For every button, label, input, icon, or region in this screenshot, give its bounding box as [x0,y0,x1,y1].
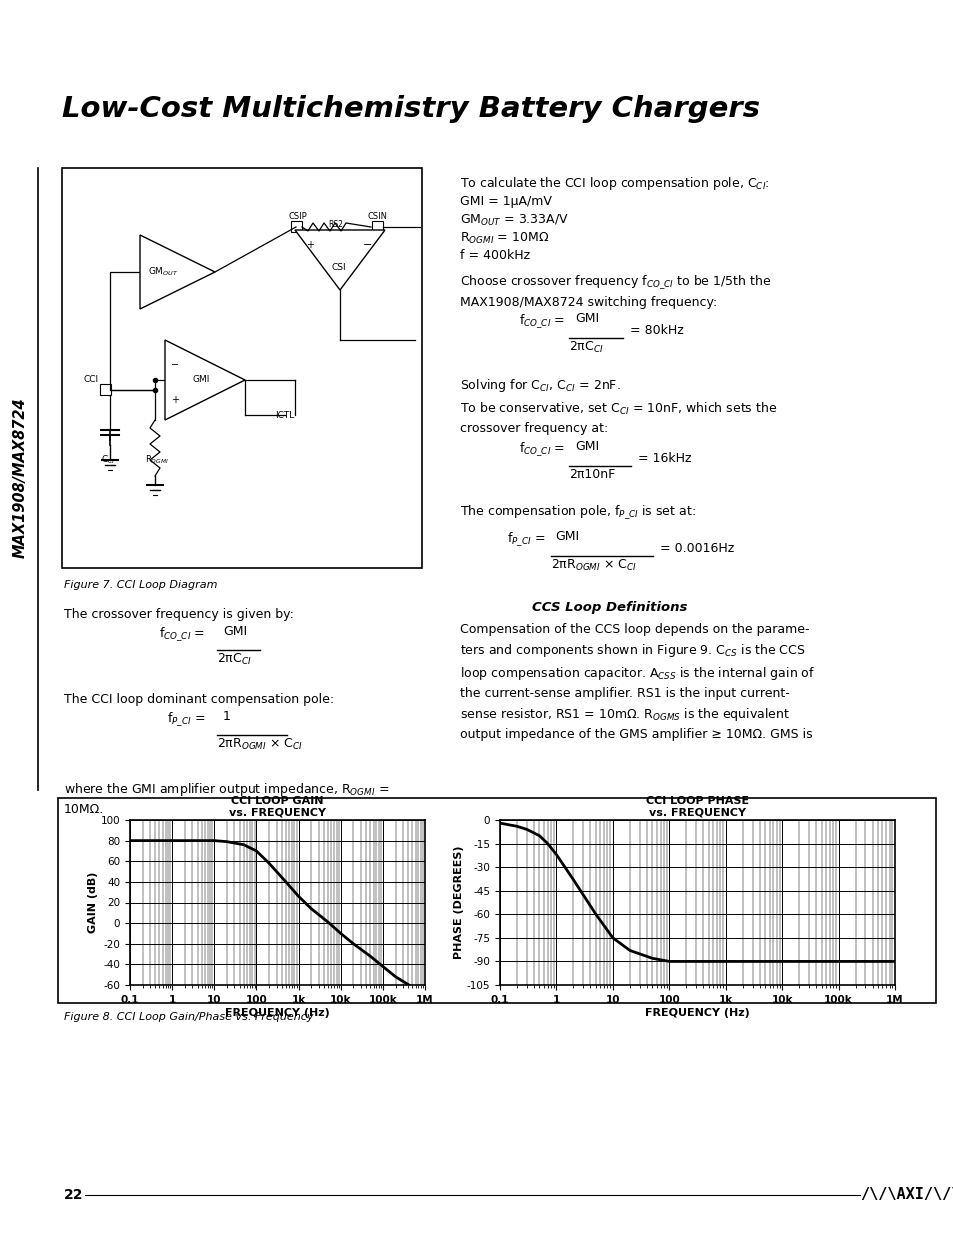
Text: The compensation pole, f$_{P\_CI}$ is set at:: The compensation pole, f$_{P\_CI}$ is se… [459,503,695,521]
Text: R$_{OGMI}$ = 10MΩ: R$_{OGMI}$ = 10MΩ [459,231,549,246]
Bar [291,221,302,232]
Text: /\/\AXI/\/\: /\/\AXI/\/\ [859,1188,953,1203]
Text: GMI: GMI [575,440,598,453]
Text: 2πR$_{OGMI}$ × C$_{CI}$: 2πR$_{OGMI}$ × C$_{CI}$ [551,558,637,573]
Text: GMI: GMI [223,625,247,638]
Text: GM$_{OUT}$ = 3.33A/V: GM$_{OUT}$ = 3.33A/V [459,212,568,228]
Bar [62,168,421,568]
Text: +: + [306,240,314,249]
Text: Figure 8. CCI Loop Gain/Phase vs. Frequency: Figure 8. CCI Loop Gain/Phase vs. Freque… [64,1011,314,1023]
Text: +: + [171,395,179,405]
Text: f$_{CO\_CI}$ =: f$_{CO\_CI}$ = [159,625,205,643]
Text: GM$_{OUT}$: GM$_{OUT}$ [148,266,178,278]
Text: Choose crossover frequency f$_{CO\_CI}$ to be 1/5th the
MAX1908/MAX8724 switchin: Choose crossover frequency f$_{CO\_CI}$ … [459,273,771,309]
X-axis label: FREQUENCY (Hz): FREQUENCY (Hz) [644,1008,749,1018]
Bar [372,221,382,232]
Text: RS2: RS2 [328,220,343,228]
Text: f = 400kHz: f = 400kHz [459,249,530,262]
Text: −: − [171,359,179,370]
Text: The CCI loop dominant compensation pole:: The CCI loop dominant compensation pole: [64,693,334,706]
Text: f$_{P\_CI}$ =: f$_{P\_CI}$ = [167,710,205,727]
Text: GMI = 1μA/mV: GMI = 1μA/mV [459,195,551,207]
Text: f$_{P\_CI}$ =: f$_{P\_CI}$ = [506,530,544,548]
Text: 22: 22 [64,1188,84,1202]
Text: where the GMI amplifier output impedance, R$_{OGMI}$ =
10MΩ.: where the GMI amplifier output impedance… [64,781,389,816]
Title: CCI LOOP GAIN
vs. FREQUENCY: CCI LOOP GAIN vs. FREQUENCY [229,797,326,818]
Text: Solving for C$_{CI}$, C$_{CI}$ = 2nF.: Solving for C$_{CI}$, C$_{CI}$ = 2nF. [459,377,620,394]
Text: f$_{CO\_CI}$ =: f$_{CO\_CI}$ = [518,312,564,330]
Text: 2πR$_{OGMI}$ × C$_{CI}$: 2πR$_{OGMI}$ × C$_{CI}$ [216,737,303,752]
Text: = 0.0016Hz: = 0.0016Hz [659,541,734,555]
Polygon shape [294,230,385,290]
Text: GMI: GMI [555,530,578,543]
Text: ICTL: ICTL [275,410,294,420]
Text: 1: 1 [223,710,231,722]
Text: The crossover frequency is given by:: The crossover frequency is given by: [64,608,294,621]
Text: f$_{CO\_CI}$ =: f$_{CO\_CI}$ = [518,440,564,458]
Bar [100,384,111,395]
Text: = 16kHz: = 16kHz [638,452,691,464]
Text: CSI: CSI [332,263,346,273]
Polygon shape [165,340,245,420]
Text: MAX1908/MAX8724: MAX1908/MAX8724 [12,398,28,558]
Text: −: − [363,240,373,249]
Text: Compensation of the CCS loop depends on the parame-
ters and components shown in: Compensation of the CCS loop depends on … [459,622,815,741]
Text: 2πC$_{CI}$: 2πC$_{CI}$ [216,652,252,667]
Text: CSIN: CSIN [368,212,388,221]
Text: To be conservative, set C$_{CI}$ = 10nF, which sets the
crossover frequency at:: To be conservative, set C$_{CI}$ = 10nF,… [459,401,777,435]
Text: CCI: CCI [83,375,98,384]
Text: C$_{CI}$: C$_{CI}$ [101,453,115,466]
Text: Figure 7. CCI Loop Diagram: Figure 7. CCI Loop Diagram [64,580,217,590]
Text: 2π10nF: 2π10nF [568,468,615,480]
Y-axis label: PHASE (DEGREES): PHASE (DEGREES) [454,846,463,960]
Text: R$_{OGMI}$: R$_{OGMI}$ [145,453,169,466]
Text: To calculate the CCI loop compensation pole, C$_{CI}$:: To calculate the CCI loop compensation p… [459,175,769,191]
Text: 2πC$_{CI}$: 2πC$_{CI}$ [568,340,603,356]
Polygon shape [140,235,214,309]
Y-axis label: GAIN (dB): GAIN (dB) [88,872,98,934]
Text: CCS Loop Definitions: CCS Loop Definitions [532,601,687,614]
Title: CCI LOOP PHASE
vs. FREQUENCY: CCI LOOP PHASE vs. FREQUENCY [645,797,748,818]
Text: GMI: GMI [575,312,598,325]
Text: Low-Cost Multichemistry Battery Chargers: Low-Cost Multichemistry Battery Chargers [62,95,760,124]
Text: = 80kHz: = 80kHz [629,324,683,336]
Text: CSIP: CSIP [289,212,307,221]
Bar [58,798,935,1003]
Text: GMI: GMI [193,375,211,384]
X-axis label: FREQUENCY (Hz): FREQUENCY (Hz) [225,1008,330,1018]
